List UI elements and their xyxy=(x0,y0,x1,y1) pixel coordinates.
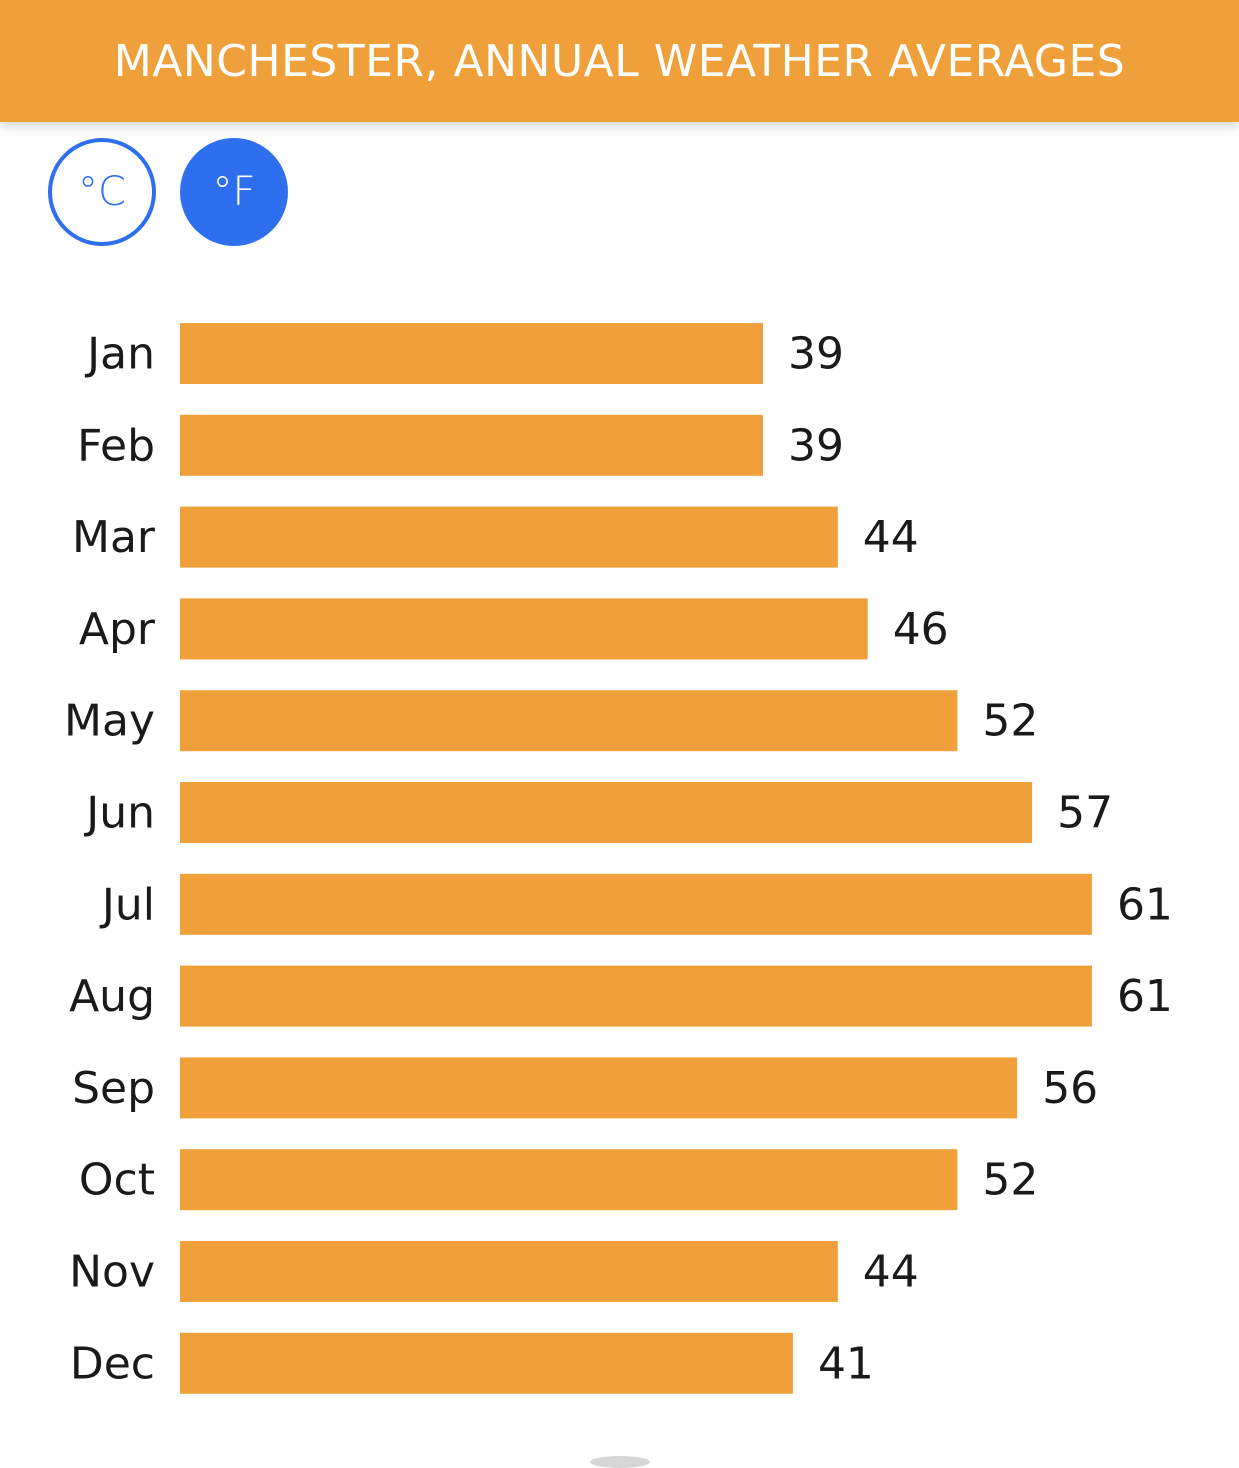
month-label-sep: Sep xyxy=(72,1063,155,1114)
bar-feb xyxy=(180,414,764,476)
month-label-aug: Aug xyxy=(69,971,155,1022)
month-label-jun: Jun xyxy=(83,788,155,839)
value-label-jul: 61 xyxy=(1117,879,1173,930)
celsius-toggle-button[interactable]: °C xyxy=(48,138,156,246)
month-label-jan: Jan xyxy=(84,329,155,380)
bar-oct xyxy=(180,1149,958,1211)
value-label-oct: 52 xyxy=(982,1155,1038,1206)
bar-apr xyxy=(180,598,868,660)
bar-jun xyxy=(180,782,1033,843)
value-label-feb: 39 xyxy=(788,420,844,471)
bar-aug xyxy=(180,965,1092,1027)
bar-sep xyxy=(180,1057,1018,1119)
month-label-feb: Feb xyxy=(77,420,155,471)
temperature-bar-chart: Jan 39 Feb 39 Mar 44 Apr 46 May 52 Jun 57 Jul 61 Aug 61… xyxy=(64,323,1173,1394)
month-label-dec: Dec xyxy=(70,1338,155,1389)
value-label-jan: 39 xyxy=(788,329,844,380)
fahrenheit-toggle-button[interactable]: °F xyxy=(180,138,288,246)
month-label-apr: Apr xyxy=(79,604,156,655)
value-label-jun: 57 xyxy=(1057,788,1113,839)
month-label-may: May xyxy=(64,696,155,747)
value-label-aug: 61 xyxy=(1117,971,1173,1022)
page-title: MANCHESTER, ANNUAL WEATHER AVERAGES xyxy=(113,35,1126,87)
month-label-jul: Jul xyxy=(99,879,155,930)
month-label-oct: Oct xyxy=(79,1155,155,1206)
bar-jan xyxy=(180,323,764,384)
bar-dec xyxy=(180,1332,793,1394)
value-label-may: 52 xyxy=(982,696,1038,747)
bar-nov xyxy=(180,1241,838,1302)
bar-mar xyxy=(180,506,838,568)
bar-may xyxy=(180,690,958,752)
value-label-dec: 41 xyxy=(818,1338,874,1389)
month-label-mar: Mar xyxy=(72,512,156,563)
bar-jul xyxy=(180,873,1092,935)
value-label-sep: 56 xyxy=(1042,1063,1098,1114)
month-label-nov: Nov xyxy=(69,1247,155,1298)
value-label-apr: 46 xyxy=(893,604,949,655)
value-label-mar: 44 xyxy=(863,512,919,563)
scroll-indicator xyxy=(590,1456,650,1468)
header-bar: MANCHESTER, ANNUAL WEATHER AVERAGES xyxy=(0,0,1239,122)
value-label-nov: 44 xyxy=(863,1247,919,1298)
